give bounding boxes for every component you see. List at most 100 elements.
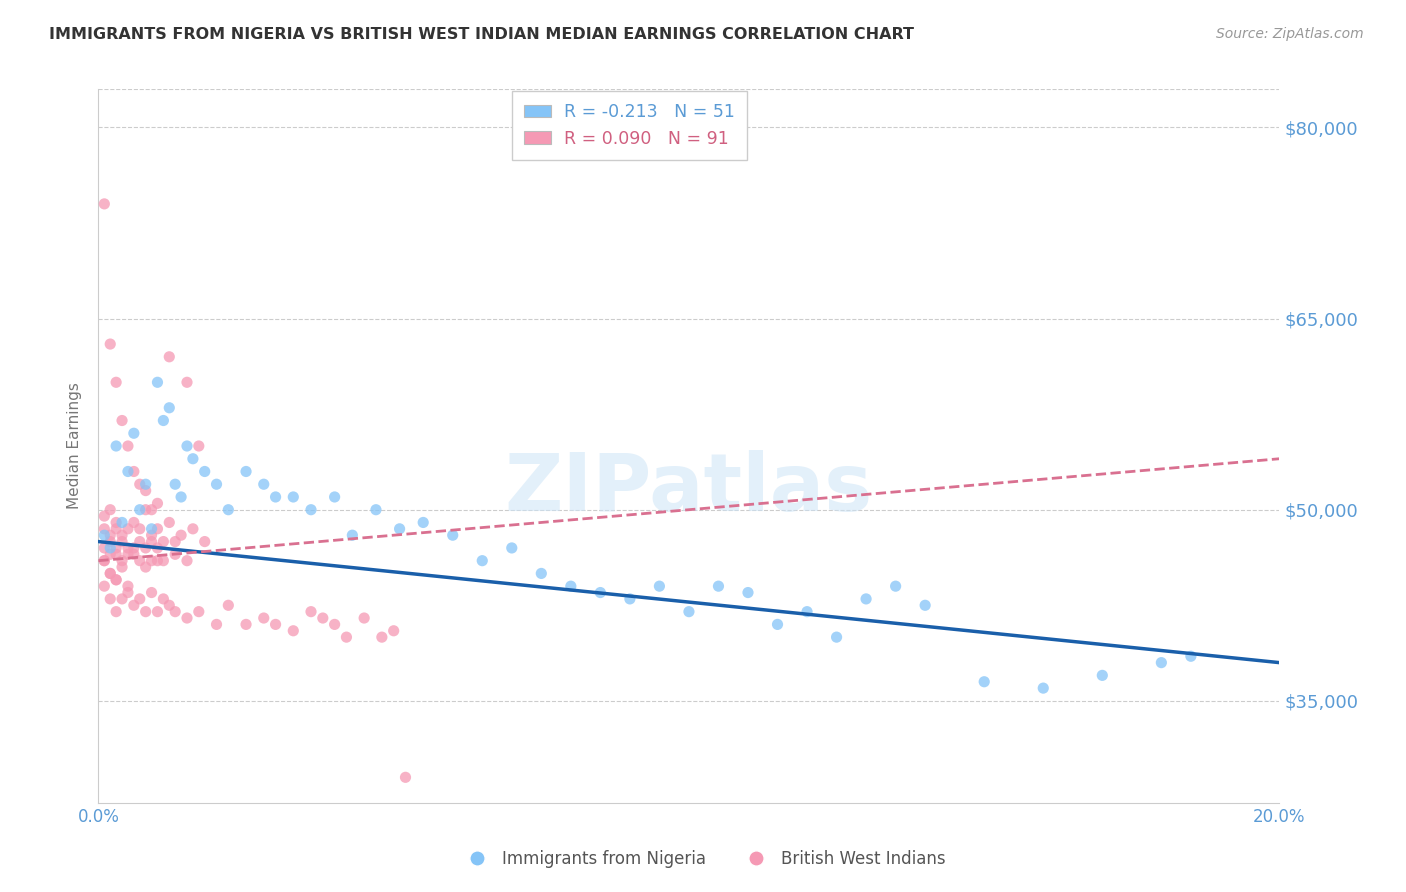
Point — [165, 605, 187, 619]
Point — [98, 541, 121, 555]
Point — [105, 573, 128, 587]
Point — [93, 197, 115, 211]
Point — [146, 376, 169, 390]
Point — [141, 522, 163, 536]
Point — [93, 579, 115, 593]
Point — [170, 528, 193, 542]
Point — [117, 541, 139, 555]
Point — [105, 547, 128, 561]
Point — [152, 534, 174, 549]
Point — [342, 528, 364, 542]
Point — [117, 547, 139, 561]
Point — [122, 599, 145, 613]
Point — [157, 350, 180, 364]
Point — [678, 605, 700, 619]
Text: IMMIGRANTS FROM NIGERIA VS BRITISH WEST INDIAN MEDIAN EARNINGS CORRELATION CHART: IMMIGRANTS FROM NIGERIA VS BRITISH WEST … — [49, 27, 914, 42]
Point — [141, 554, 163, 568]
Point — [141, 534, 163, 549]
Point — [141, 528, 163, 542]
Point — [111, 534, 134, 549]
Point — [146, 605, 169, 619]
Legend: Immigrants from Nigeria, British West Indians: Immigrants from Nigeria, British West In… — [454, 844, 952, 875]
Point — [825, 630, 848, 644]
Point — [441, 528, 464, 542]
Point — [299, 502, 322, 516]
Point — [335, 630, 357, 644]
Point — [194, 465, 217, 479]
Point — [471, 554, 494, 568]
Point — [394, 770, 416, 784]
Point — [105, 376, 128, 390]
Point — [187, 439, 209, 453]
Point — [98, 591, 121, 606]
Point — [253, 477, 276, 491]
Point — [117, 465, 139, 479]
Point — [117, 439, 139, 453]
Point — [364, 502, 387, 516]
Point — [122, 516, 145, 530]
Point — [501, 541, 523, 555]
Point — [235, 617, 257, 632]
Point — [98, 528, 121, 542]
Point — [98, 547, 121, 561]
Point — [98, 566, 121, 581]
Point — [122, 547, 145, 561]
Point — [1032, 681, 1054, 695]
Point — [560, 579, 582, 593]
Point — [157, 401, 180, 415]
Point — [111, 560, 134, 574]
Point — [766, 617, 789, 632]
Point — [264, 617, 287, 632]
Point — [135, 502, 157, 516]
Point — [170, 490, 193, 504]
Point — [619, 591, 641, 606]
Point — [283, 490, 305, 504]
Point — [122, 426, 145, 441]
Point — [111, 591, 134, 606]
Point — [135, 477, 157, 491]
Point — [176, 376, 198, 390]
Point — [98, 502, 121, 516]
Point — [111, 413, 134, 427]
Point — [93, 522, 115, 536]
Point — [205, 617, 228, 632]
Point — [312, 611, 335, 625]
Point — [382, 624, 405, 638]
Point — [217, 599, 239, 613]
Point — [176, 611, 198, 625]
Point — [157, 516, 180, 530]
Point — [105, 522, 128, 536]
Point — [128, 502, 150, 516]
Point — [299, 605, 322, 619]
Point — [98, 534, 121, 549]
Point — [146, 554, 169, 568]
Point — [914, 599, 936, 613]
Point — [111, 528, 134, 542]
Point — [135, 560, 157, 574]
Point — [128, 554, 150, 568]
Point — [146, 496, 169, 510]
Point — [176, 554, 198, 568]
Point — [135, 483, 157, 498]
Point — [146, 522, 169, 536]
Point — [105, 516, 128, 530]
Point — [111, 554, 134, 568]
Point — [152, 591, 174, 606]
Point — [353, 611, 375, 625]
Point — [135, 541, 157, 555]
Point — [884, 579, 907, 593]
Point — [141, 502, 163, 516]
Point — [165, 477, 187, 491]
Point — [98, 566, 121, 581]
Point — [388, 522, 411, 536]
Text: Source: ZipAtlas.com: Source: ZipAtlas.com — [1216, 27, 1364, 41]
Point — [187, 605, 209, 619]
Point — [98, 337, 121, 351]
Legend: R = -0.213   N = 51, R = 0.090   N = 91: R = -0.213 N = 51, R = 0.090 N = 91 — [512, 91, 748, 160]
Point — [648, 579, 671, 593]
Point — [117, 585, 139, 599]
Point — [93, 554, 115, 568]
Point — [128, 522, 150, 536]
Point — [707, 579, 730, 593]
Point — [93, 509, 115, 524]
